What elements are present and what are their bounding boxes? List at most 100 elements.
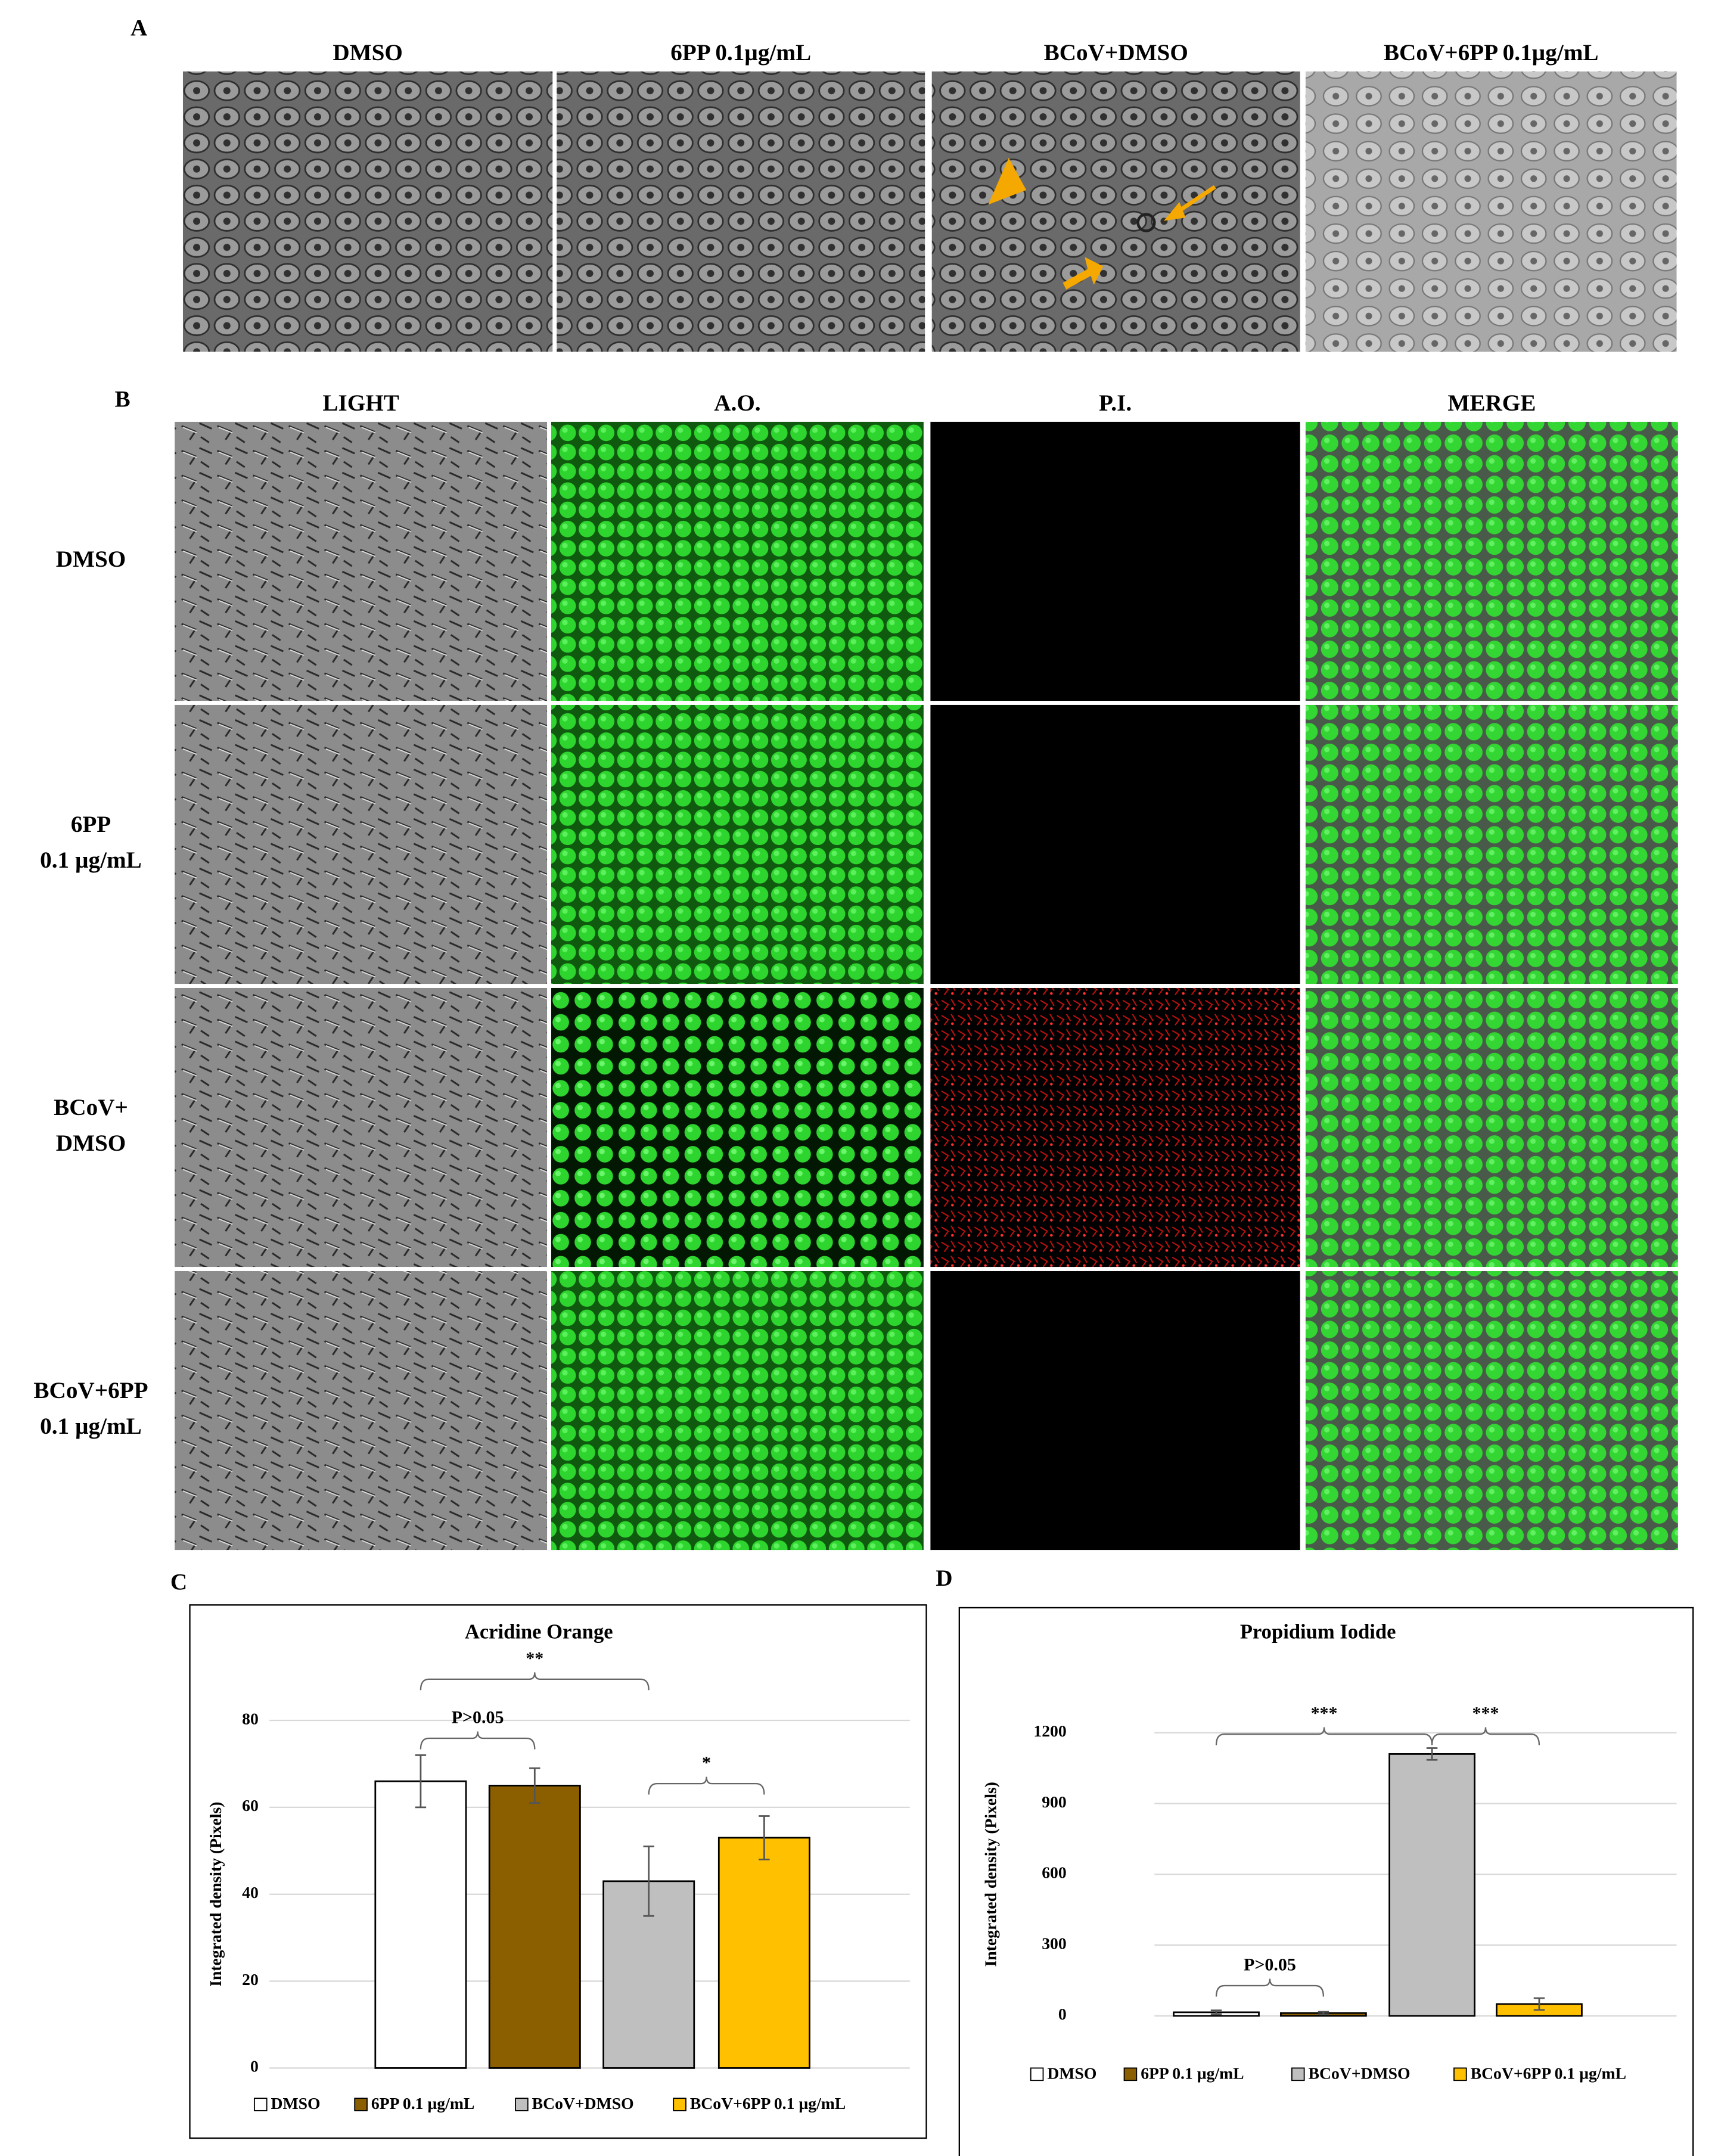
column-title: LIGHT (322, 390, 399, 416)
micrograph (175, 421, 548, 701)
micrograph (1305, 71, 1677, 352)
significance-bracket (420, 1731, 536, 1750)
significance-bracket (420, 1672, 650, 1691)
micrograph (175, 987, 548, 1267)
column-title: BCoV+6PP 0.1µg/mL (1384, 40, 1599, 66)
row-label: DMSO (56, 546, 126, 572)
error-bar (643, 1846, 654, 1917)
micrograph (551, 421, 924, 701)
legend-swatch (1291, 2067, 1305, 2082)
y-tick-label: 20 (242, 1970, 259, 1989)
column-title: P.I. (1099, 390, 1132, 416)
y-tick-label: 80 (242, 1709, 259, 1728)
error-bar (1533, 1997, 1545, 2011)
panel-label: B (114, 386, 130, 412)
y-axis-label: Integrated density (Pixels) (206, 1802, 225, 1987)
panel-label: C (170, 1570, 187, 1595)
y-tick-label: 900 (1042, 1792, 1066, 1811)
significance-label: P>0.05 (452, 1708, 504, 1728)
micrograph (175, 1270, 548, 1551)
y-tick-label: 0 (1058, 2005, 1067, 2023)
significance-label: * (702, 1753, 711, 1773)
micrograph (930, 1270, 1300, 1551)
row-label: BCoV+6PP (33, 1378, 148, 1403)
micrograph (1305, 1270, 1678, 1551)
y-tick-label: 1200 (1033, 1722, 1066, 1740)
micrograph (551, 1270, 924, 1551)
column-title: MERGE (1447, 390, 1536, 416)
significance-label: *** (1472, 1704, 1499, 1723)
legend-label: BCoV+DMSO (532, 2094, 634, 2112)
legend-label: BCoV+DMSO (1309, 2064, 1411, 2082)
bar (374, 1780, 467, 2069)
legend-label: 6PP 0.1 µg/mL (371, 2094, 474, 2112)
column-title: DMSO (333, 40, 403, 66)
significance-bracket (1215, 1978, 1325, 1997)
y-tick-label: 300 (1042, 1934, 1066, 1952)
y-tick-label: 40 (242, 1883, 259, 1902)
column-title: 6PP 0.1µg/mL (670, 40, 811, 66)
y-tick-label: 0 (250, 2057, 259, 2076)
micrograph (551, 987, 924, 1267)
legend-label: DMSO (1047, 2064, 1096, 2082)
micrograph (182, 71, 553, 352)
legend-swatch (1030, 2067, 1044, 2082)
cell (1136, 213, 1156, 232)
chart-frame (958, 1607, 1694, 2156)
legend-swatch (253, 2098, 268, 2111)
column-title: A.O. (714, 390, 760, 416)
row-label: 0.1 µg/mL (40, 1413, 142, 1439)
legend-label: DMSO (271, 2094, 321, 2112)
micrograph (1305, 421, 1678, 701)
y-tick-label: 60 (242, 1796, 259, 1815)
legend-swatch (1453, 2067, 1467, 2082)
significance-label: *** (1311, 1704, 1338, 1723)
bar (717, 1837, 810, 2069)
legend-swatch (515, 2098, 529, 2111)
micrograph (1305, 987, 1678, 1267)
legend-label: BCoV+6PP 0.1 µg/mL (690, 2094, 846, 2112)
error-bar (1210, 2009, 1222, 2015)
bar (1388, 1753, 1475, 2017)
column-title: BCoV+DMSO (1044, 40, 1188, 66)
y-axis-label: Integrated density (Pixels) (981, 1782, 1000, 1967)
micrograph (930, 421, 1300, 701)
panel-label: D (936, 1565, 952, 1591)
legend-swatch (673, 2098, 686, 2111)
error-bar (1426, 1747, 1438, 1761)
bar (488, 1785, 581, 2069)
y-tick-label: 600 (1042, 1863, 1066, 1882)
error-bar (759, 1815, 770, 1860)
significance-label: P>0.05 (1244, 1955, 1296, 1975)
error-bar (529, 1767, 540, 1804)
chart-title: Acridine Orange (465, 1621, 613, 1644)
row-label: DMSO (56, 1130, 126, 1156)
legend-label: BCoV+6PP 0.1 µg/mL (1471, 2064, 1626, 2082)
micrograph (930, 987, 1300, 1267)
error-bar (415, 1754, 427, 1809)
micrograph (551, 704, 924, 984)
legend-swatch (354, 2098, 368, 2111)
annotation-arrows (988, 157, 1216, 290)
chart-title: Propidium Iodide (1240, 1621, 1396, 1644)
legend-label: 6PP 0.1 µg/mL (1141, 2064, 1244, 2082)
significance-label: ** (526, 1648, 543, 1668)
legend-swatch (1123, 2067, 1138, 2082)
micrograph (930, 704, 1300, 984)
micrographs (175, 71, 1678, 1551)
significance-bracket (1431, 1727, 1540, 1745)
error-bar (1318, 2011, 1329, 2015)
micrograph (1305, 704, 1678, 984)
row-label: 6PP (71, 812, 111, 837)
row-label: 0.1 µg/mL (40, 847, 142, 873)
micrograph (175, 704, 548, 984)
row-label: BCoV+ (54, 1095, 128, 1120)
significance-bracket (648, 1776, 765, 1795)
significance-bracket (1215, 1727, 1433, 1745)
charts: Acridine Orange Integrated density (Pixel… (206, 1621, 1677, 2112)
micrograph (557, 71, 925, 352)
chart-frame (189, 1604, 927, 2139)
micrograph (931, 71, 1300, 352)
panel-label: A (131, 15, 148, 41)
